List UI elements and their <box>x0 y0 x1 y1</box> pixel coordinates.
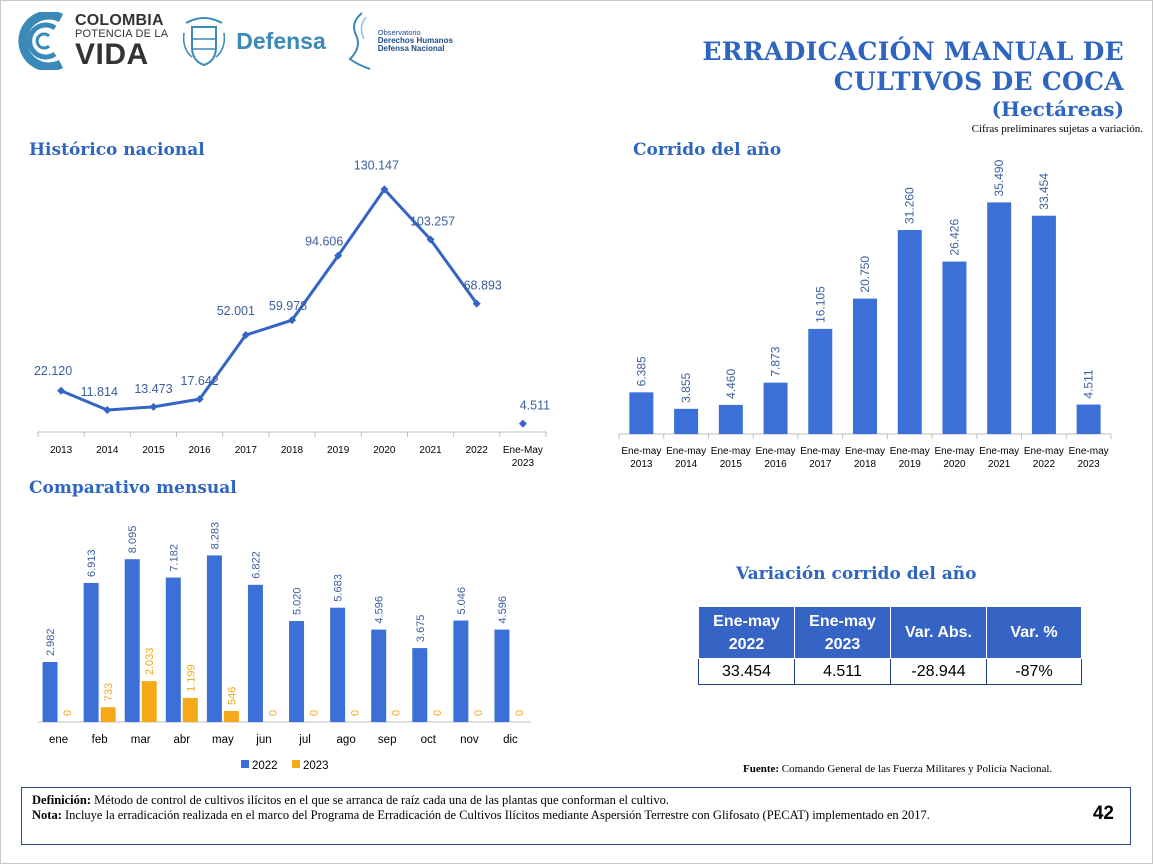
colombia-logo: COLOMBIA POTENCIA DE LA VIDA <box>15 12 168 70</box>
line-data-label: 94.606 <box>305 235 343 249</box>
variation-header-2023-l1: Ene-may <box>809 612 876 630</box>
line-data-label: 22.120 <box>34 364 72 378</box>
line-tick-label: 2019 <box>327 445 350 456</box>
line-data-label: 17.642 <box>181 374 219 388</box>
line-data-label: 130.147 <box>354 158 399 172</box>
line-tick-label: 2021 <box>419 445 442 456</box>
logo-obs-line3: Defensa Nacional <box>377 44 445 53</box>
coat-of-arms-icon <box>183 17 226 67</box>
variation-table: Ene-may 2022 Ene-may 2023 Var. Abs. Var. %… <box>698 606 1082 685</box>
line-tick-label: 2017 <box>235 445 258 456</box>
section-title-comparativo: Comparativo mensual <box>29 478 237 498</box>
logo-defensa: Defensa <box>236 27 326 54</box>
line-point <box>103 405 112 414</box>
line-tick-label: Ene-May <box>503 445 543 456</box>
line-point <box>149 402 158 411</box>
line-data-label: 103.257 <box>410 214 455 228</box>
line-tick-label: 2016 <box>189 445 212 456</box>
line-point <box>334 251 343 260</box>
logo-obs-line1: Observatorio <box>377 28 421 37</box>
page-title: ERRADICACIÓN MANUAL DE CULTIVOS DE COCA <box>702 37 1124 97</box>
line-point <box>195 395 204 404</box>
line-data-label: 13.473 <box>134 382 172 396</box>
page-title-line2: CULTIVOS DE COCA <box>833 67 1124 96</box>
line-tick-label: 2015 <box>142 445 165 456</box>
line-point <box>380 185 389 194</box>
source-text: Comando General de las Fuerza Militares … <box>781 763 1053 775</box>
variation-header-2022-l2: 2022 <box>728 635 765 653</box>
note-text: Incluye la erradicación realizada en el … <box>64 808 930 822</box>
page-subtitle: (Hectáreas) <box>991 97 1124 121</box>
logo-colombia-line3: VIDA <box>75 37 149 71</box>
section-title-corrido: Corrido del año <box>633 140 782 160</box>
preliminary-note: Cifras preliminares sujetas a variación. <box>971 123 1143 135</box>
colombia-c-icon <box>18 12 64 70</box>
logo-colombia-line2: POTENCIA DE LA <box>75 27 169 40</box>
line-point <box>518 419 527 428</box>
variation-header-2023: Ene-may 2023 <box>794 606 891 659</box>
line-tick-label: 2022 <box>466 445 489 456</box>
line-data-label: 4.511 <box>520 399 550 413</box>
line-data-label: 59.978 <box>269 299 307 313</box>
definition-text: Método de control de cultivos ilícitos e… <box>94 793 669 807</box>
definition-box: Definición: Método de control de cultivo… <box>21 787 1131 845</box>
observatorio-figure-icon <box>348 12 371 70</box>
line-point <box>288 316 296 325</box>
line-point <box>472 299 481 308</box>
line-point <box>426 235 435 244</box>
variation-title: Variación corrido del año <box>736 564 977 584</box>
note-label: Nota: <box>32 808 62 822</box>
variation-header-2022-l1: Ene-may <box>713 612 780 630</box>
line-data-label: 52.001 <box>217 304 255 318</box>
line-data-label: 68.893 <box>464 279 502 293</box>
source-label: Fuente: <box>743 763 780 775</box>
variation-value-2023: 4.511 <box>794 658 891 685</box>
variation-header-pct: Var. % <box>986 606 1082 659</box>
line-data-label: 11.814 <box>81 385 118 399</box>
variation-value-abs: -28.944 <box>890 658 987 685</box>
variation-header-2023-l2: 2023 <box>824 635 861 653</box>
page-title-line1: ERRADICACIÓN MANUAL DE <box>702 37 1124 66</box>
line-tick-label: 2013 <box>50 445 73 456</box>
observatorio-logo: Observatorio Derechos Humanos Defensa Na… <box>344 9 453 73</box>
variation-value-pct: -87% <box>986 658 1082 685</box>
line-point <box>57 386 66 395</box>
variation-header-abs: Var. Abs. <box>890 606 987 659</box>
line-tick-label: 2020 <box>373 445 396 456</box>
header-logos: COLOMBIA POTENCIA DE LA VIDA Defensa Obs… <box>15 9 453 73</box>
definition-label: Definición: <box>32 793 92 807</box>
page-number: 42 <box>1092 803 1114 824</box>
logo-colombia-line1: COLOMBIA <box>75 11 164 29</box>
line-tick-label: 2018 <box>281 445 304 456</box>
source-note: Fuente: Comando General de las Fuerza Mi… <box>743 763 1052 775</box>
section-title-historico: Histórico nacional <box>29 140 205 160</box>
line-tick-label: 2014 <box>96 445 119 456</box>
variation-value-2022: 33.454 <box>698 658 795 685</box>
logo-obs-line2: Derechos Humanos <box>377 36 453 45</box>
variation-header-2022: Ene-may 2022 <box>698 606 795 659</box>
line-tick-label: 2023 <box>512 458 535 469</box>
line-point <box>241 331 250 340</box>
line-series <box>60 187 478 412</box>
